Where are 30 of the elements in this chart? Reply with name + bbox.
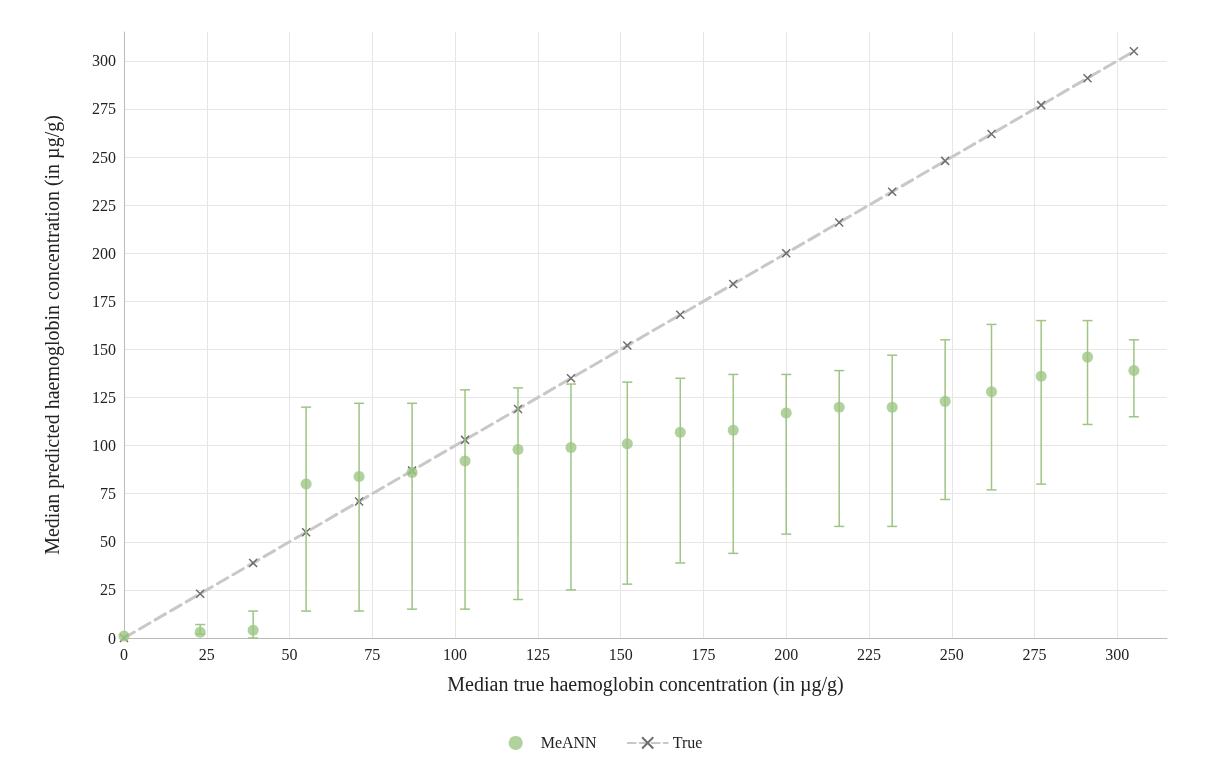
y-tick-label: 225 bbox=[92, 196, 116, 214]
y-tick-label: 75 bbox=[100, 485, 116, 503]
legend-label: True bbox=[672, 734, 703, 752]
y-tick-label: 0 bbox=[108, 629, 116, 647]
y-tick-label: 50 bbox=[100, 533, 116, 551]
x-tick-label: 200 bbox=[774, 645, 799, 663]
x-tick-label: 50 bbox=[281, 645, 298, 663]
y-tick-label: 175 bbox=[92, 292, 116, 310]
x-axis-title: Median true haemoglobin concentration (in µg/g) bbox=[447, 673, 844, 696]
y-tick-label: 250 bbox=[92, 148, 116, 166]
x-tick-label: 275 bbox=[1022, 645, 1047, 663]
y-tick-label: 150 bbox=[92, 340, 116, 358]
y-tick-label: 125 bbox=[92, 389, 116, 407]
y-axis-title: Median predicted haemoglobin concentration (in µg/g) bbox=[41, 115, 64, 555]
x-tick-label: 300 bbox=[1105, 645, 1130, 663]
x-tick-label: 100 bbox=[443, 645, 468, 663]
x-tick-label: 25 bbox=[198, 645, 215, 663]
x-tick-label: 0 bbox=[120, 645, 128, 663]
x-tick-label: 150 bbox=[608, 645, 633, 663]
y-tick-label: 300 bbox=[92, 52, 116, 70]
legend-label: MeANN bbox=[540, 734, 598, 752]
x-tick-label: 125 bbox=[525, 645, 550, 663]
x-tick-label: 250 bbox=[939, 645, 964, 663]
y-tick-label: 100 bbox=[92, 437, 116, 455]
x-tick-label: 225 bbox=[857, 645, 881, 663]
y-tick-label: 275 bbox=[92, 100, 116, 118]
x-tick-label: 175 bbox=[691, 645, 716, 663]
y-tick-label: 25 bbox=[100, 581, 116, 599]
y-tick-label: 200 bbox=[92, 244, 116, 262]
x-tick-label: 75 bbox=[364, 645, 381, 663]
